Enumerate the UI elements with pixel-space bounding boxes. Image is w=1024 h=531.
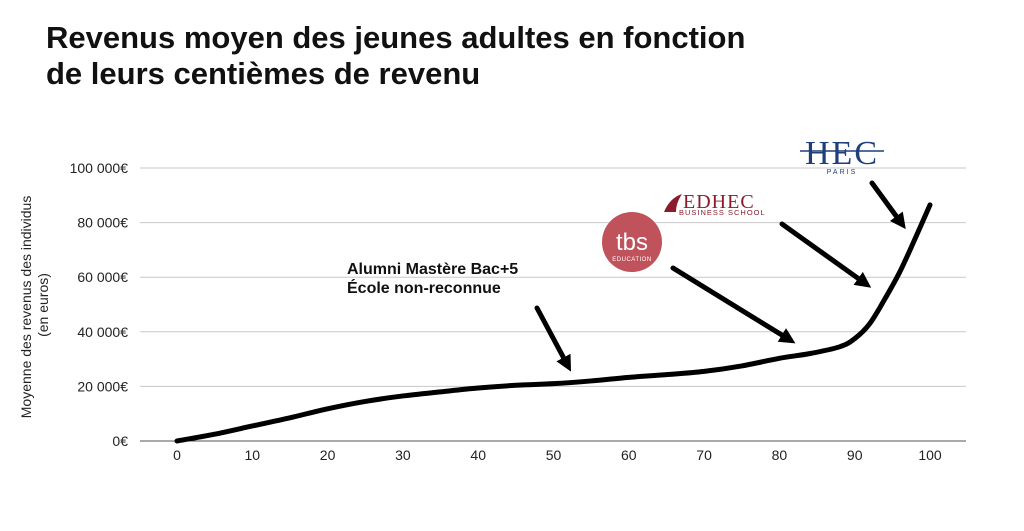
x-tick-label: 20 (320, 447, 336, 463)
x-tick-label: 50 (546, 447, 562, 463)
y-tick-label: 100 000€ (70, 160, 129, 176)
chart-title: Revenus moyen des jeunes adultes en fonc… (46, 20, 946, 92)
y-tick-label: 0€ (112, 433, 128, 449)
y-tick-label: 20 000€ (77, 378, 128, 394)
arrow-tbs (670, 265, 796, 344)
arrow-alumni (534, 305, 572, 372)
x-tick-label: 40 (470, 447, 486, 463)
x-tick-label: 70 (696, 447, 712, 463)
x-tick-label: 80 (772, 447, 788, 463)
x-tick-label: 10 (245, 447, 261, 463)
chart-title-line-1: Revenus moyen des jeunes adultes en fonc… (46, 20, 746, 55)
series-line (174, 202, 933, 444)
edhec-logo-subtext: BUSINESS SCHOOL (679, 208, 766, 217)
arrow-hec (869, 180, 906, 230)
y-axis-label: Moyenne des revenus des individus (en eu… (18, 192, 51, 418)
hec-logo-subtext: PARIS (827, 169, 858, 176)
annotation-alumni: Alumni Mastère Bac+5 École non-reconnue (347, 261, 523, 297)
y-axis-label-line-2: (en euros) (35, 273, 51, 337)
edhec-logo-mark (664, 194, 682, 212)
chart-title-line-2: de leurs centièmes de revenu (46, 56, 481, 91)
y-tick-label: 40 000€ (77, 324, 128, 340)
tbs-logo-text: tbs (616, 229, 648, 256)
tbs-logo: tbs EDUCATION (602, 212, 662, 272)
x-tick-label: 30 (395, 447, 411, 463)
hec-logo: HEC PARIS (800, 135, 884, 176)
annotation-alumni-line-2: École non-reconnue (347, 278, 501, 297)
tbs-logo-circle (602, 212, 662, 272)
x-tick-label: 0 (173, 447, 181, 463)
edhec-logo: EDHEC BUSINESS SCHOOL (664, 191, 766, 217)
y-tick-label: 60 000€ (77, 269, 128, 285)
edhec-logo-text: EDHEC (683, 191, 755, 213)
y-tick-label: 80 000€ (77, 215, 128, 231)
arrow-edhec (779, 221, 872, 288)
y-axis-label-line-1: Moyenne des revenus des individus (18, 196, 34, 419)
gridlines (140, 167, 966, 442)
x-tick-label: 60 (621, 447, 637, 463)
x-tick-label: 90 (847, 447, 863, 463)
y-axis-ticks: 0€ 20 000€ 40 000€ 60 000€ 80 000€ 100 000€ (70, 160, 129, 449)
tbs-logo-subtext: EDUCATION (612, 257, 651, 263)
x-tick-label: 100 (918, 447, 942, 463)
annotation-alumni-line-1: Alumni Mastère Bac+5 (347, 261, 518, 278)
x-axis-ticks: 0 10 20 30 40 50 60 70 80 90 100 (173, 447, 942, 463)
hec-logo-text: HEC (805, 135, 879, 172)
